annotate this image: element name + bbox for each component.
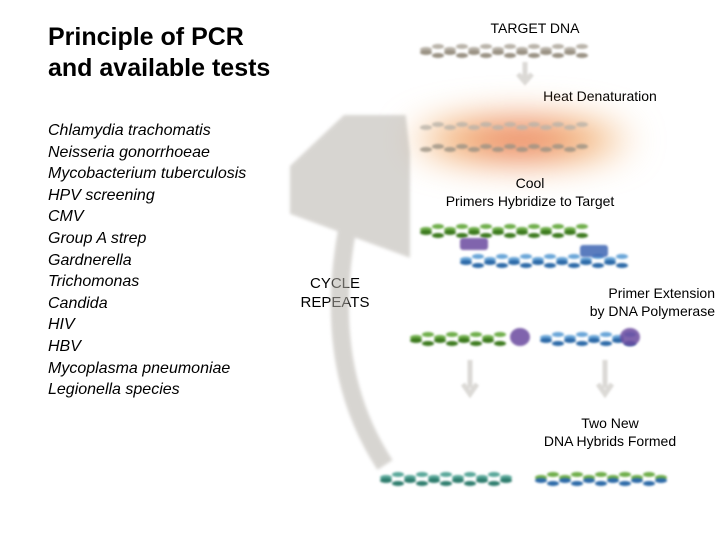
list-item: Candida xyxy=(48,293,246,315)
list-item: Trichomonas xyxy=(48,271,246,293)
label-two-new: Two NewDNA Hybrids Formed xyxy=(520,415,700,450)
down-arrow-icon xyxy=(460,360,480,400)
polymerase-icon xyxy=(620,328,640,346)
dna-strand-icon xyxy=(420,142,588,160)
down-arrow-icon xyxy=(515,62,535,88)
dna-strand-icon xyxy=(420,120,588,138)
cycle-arrow-icon xyxy=(290,115,410,475)
dna-target-icon xyxy=(420,42,588,60)
label-target-dna: TARGET DNA xyxy=(460,20,610,38)
polymerase-icon xyxy=(510,328,530,346)
dna-strand-green-icon xyxy=(410,330,506,348)
list-item: HIV xyxy=(48,314,246,336)
list-item: Neisseria gonorrhoeae xyxy=(48,142,246,164)
dna-hybrid-icon xyxy=(535,470,667,488)
pcr-diagram: TARGET DNA Heat Denaturation CoolPrimers… xyxy=(310,20,710,520)
label-cool-primers: CoolPrimers Hybridize to Target xyxy=(400,175,660,210)
list-item: HPV screening xyxy=(48,185,246,207)
label-heat-denaturation: Heat Denaturation xyxy=(510,88,690,106)
list-item: HBV xyxy=(48,336,246,358)
list-item: Mycoplasma pneumoniae xyxy=(48,358,246,380)
down-arrow-icon xyxy=(595,360,615,400)
list-item: CMV xyxy=(48,206,246,228)
tests-list: Chlamydia trachomatisNeisseria gonorrhoe… xyxy=(48,120,246,401)
label-primer-extension: Primer Extensionby DNA Polymerase xyxy=(545,285,715,320)
primer-icon xyxy=(460,238,488,250)
list-item: Chlamydia trachomatis xyxy=(48,120,246,142)
list-item: Gardnerella xyxy=(48,250,246,272)
page-title: Principle of PCRand available tests xyxy=(48,22,270,85)
list-item: Group A strep xyxy=(48,228,246,250)
list-item: Mycobacterium tuberculosis xyxy=(48,163,246,185)
list-item: Legionella species xyxy=(48,379,246,401)
primer-icon xyxy=(580,245,608,257)
dna-strand-green-icon xyxy=(420,222,588,240)
